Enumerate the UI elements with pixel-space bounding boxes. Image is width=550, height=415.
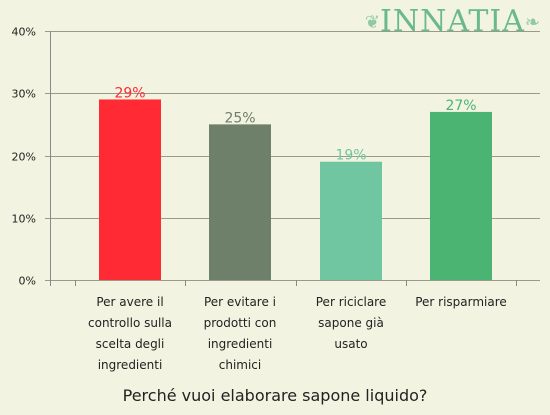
bar — [430, 111, 492, 280]
y-tick-label: 40% — [12, 26, 36, 39]
chart-title: Perché vuoi elaborare sapone liquido? — [122, 386, 428, 405]
brand-wordmark: INNATIA — [380, 4, 525, 39]
bar — [99, 99, 161, 280]
brand-logo: ❦ INNATIA ❧ — [365, 4, 540, 40]
bar — [320, 161, 382, 280]
y-tick-label: 0% — [19, 275, 36, 288]
x-category-label: Per riciclare sapone già usato — [315, 295, 387, 351]
bar — [209, 124, 271, 280]
y-tick-label: 30% — [12, 88, 36, 101]
bar-value-label: 25% — [224, 110, 255, 126]
y-tick-label: 20% — [12, 151, 36, 164]
leaf-ornament-icon: ❦ — [364, 11, 380, 33]
x-category-label: Per evitare i prodotti con ingredienti c… — [203, 295, 277, 372]
bar-value-label: 19% — [335, 148, 366, 164]
x-category-label: Per risparmiare — [415, 295, 507, 309]
bar-value-label: 27% — [445, 98, 476, 114]
leaf-ornament-icon: ❧ — [524, 11, 540, 33]
bar-value-label: 29% — [114, 85, 145, 101]
y-tick-label: 10% — [12, 213, 36, 226]
x-category-label: Per avere il controllo sulla scelta degl… — [88, 295, 172, 372]
